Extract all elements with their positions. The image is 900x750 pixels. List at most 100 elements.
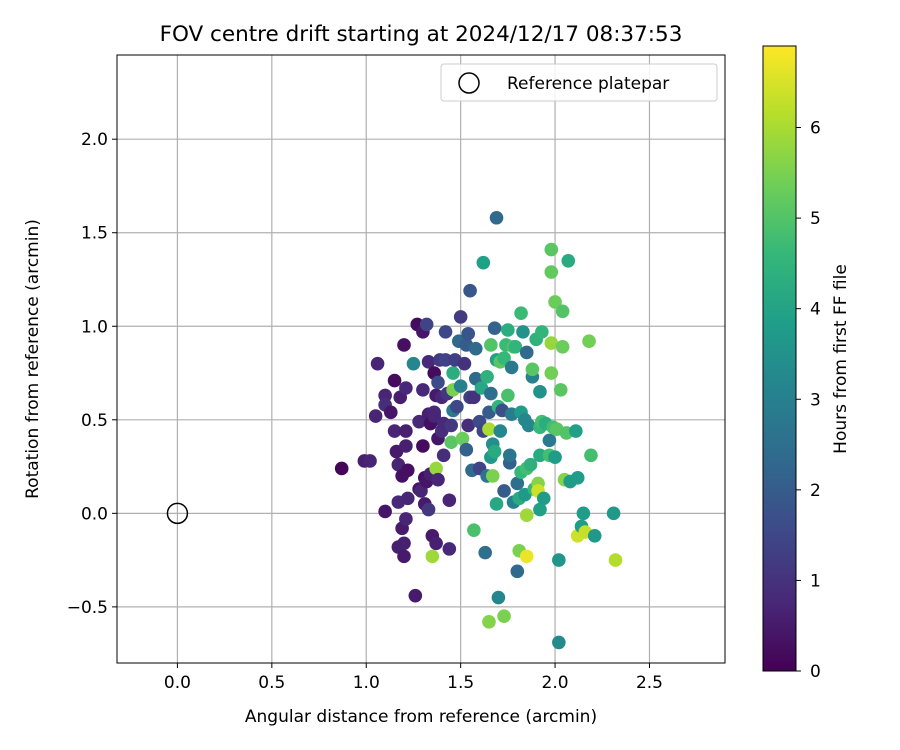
data-point [478, 545, 492, 560]
data-points [334, 210, 623, 650]
y-tick-label: 2.0 [81, 130, 108, 150]
data-point [584, 448, 598, 463]
data-point [484, 386, 498, 401]
x-tick-label: 0.5 [258, 673, 285, 693]
colorbar-gradient [763, 46, 796, 671]
data-point [438, 353, 453, 367]
data-point [570, 470, 585, 485]
y-tick-label: −0.5 [67, 598, 108, 618]
data-point [519, 549, 534, 564]
data-point [536, 491, 551, 506]
data-point [467, 523, 481, 537]
data-point [552, 553, 566, 567]
data-point [504, 360, 519, 375]
data-point [387, 424, 402, 438]
data-point [544, 336, 559, 350]
plot-frame [116, 54, 726, 664]
data-point [421, 502, 436, 517]
data-point [548, 450, 562, 465]
chart-title: FOV centre drift starting at 2024/12/17 … [160, 22, 683, 47]
x-axis-ticks: 0.0 0.5 1.0 1.5 2.0 2.5 [164, 663, 663, 693]
legend-entry-label: Reference platepar [507, 74, 669, 94]
data-point [387, 373, 402, 388]
x-tick-label: 2.5 [636, 673, 663, 693]
data-point [416, 439, 430, 453]
data-point [406, 356, 421, 371]
data-point [461, 326, 476, 341]
x-tick-label: 0.0 [164, 673, 191, 693]
data-point [487, 444, 502, 459]
colorbar-tick-label: 5 [810, 209, 821, 229]
y-axis-label: Rotation from reference (arcmin) [23, 219, 43, 499]
colorbar-tick-label: 3 [810, 390, 821, 410]
data-point [429, 536, 443, 551]
data-point [544, 366, 559, 380]
data-point [427, 409, 442, 423]
y-tick-label: 1.0 [81, 317, 108, 337]
data-point [468, 341, 483, 356]
data-point [555, 304, 570, 319]
data-point [582, 334, 596, 349]
data-point [457, 356, 472, 371]
data-point [480, 369, 494, 384]
data-point [484, 338, 498, 352]
data-point [419, 317, 434, 332]
data-point [485, 469, 500, 483]
x-axis-label: Angular distance from reference (arcmin) [245, 707, 597, 727]
data-point [544, 242, 559, 257]
colorbar-tick-label: 6 [810, 119, 821, 139]
data-point [446, 366, 460, 380]
data-point [544, 265, 559, 279]
data-point [363, 454, 377, 468]
data-point [561, 253, 576, 268]
data-point [436, 448, 451, 463]
data-point [502, 448, 517, 463]
y-tick-label: 0.5 [81, 411, 108, 431]
data-point [397, 549, 411, 564]
legend: Reference platepar [440, 63, 718, 102]
data-point [431, 472, 445, 487]
data-point [587, 528, 602, 543]
reference-platepar-marker [166, 502, 189, 525]
data-point [399, 424, 413, 438]
data-point [533, 502, 547, 517]
data-point [476, 255, 491, 270]
data-point [542, 433, 557, 448]
colorbar-frame [762, 45, 797, 672]
data-point [444, 418, 459, 433]
data-point [450, 399, 464, 414]
y-axis-ticks: −0.5 0.0 0.5 1.0 1.5 2.0 [67, 130, 117, 618]
data-point [519, 508, 534, 523]
data-point [497, 484, 511, 498]
data-point [501, 388, 515, 403]
data-point [453, 379, 468, 393]
data-point [533, 384, 547, 399]
data-point [510, 476, 525, 491]
data-point [569, 424, 583, 438]
data-point [555, 340, 570, 354]
data-point [444, 435, 459, 450]
y-tick-label: 0.0 [81, 504, 108, 524]
data-point [491, 590, 506, 605]
data-point [508, 340, 523, 354]
data-point [397, 536, 411, 551]
data-point [378, 504, 392, 519]
data-point [397, 338, 411, 352]
data-point [412, 414, 426, 429]
data-point [493, 424, 508, 438]
data-point [383, 405, 398, 420]
data-point [368, 409, 383, 423]
data-point [425, 549, 440, 564]
data-point [400, 463, 415, 478]
data-point [370, 356, 385, 371]
colorbar-tick-label: 1 [810, 571, 821, 591]
data-point [399, 381, 413, 395]
data-point [431, 375, 445, 390]
data-point [442, 542, 457, 556]
data-point [489, 210, 504, 225]
colorbar-label: Hours from first FF file [831, 264, 851, 454]
data-point [489, 497, 504, 511]
data-point [608, 553, 623, 567]
data-point [516, 325, 530, 339]
